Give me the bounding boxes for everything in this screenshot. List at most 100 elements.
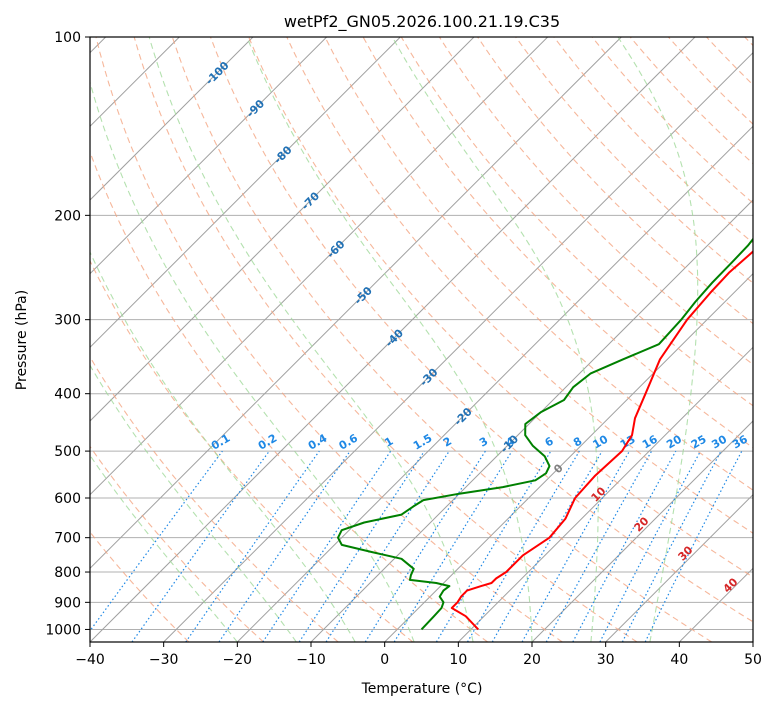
- mixing-ratio-line: [218, 450, 351, 642]
- isotherm-gridline: [90, 37, 622, 570]
- x-tick-label: −40: [75, 652, 105, 668]
- dry-adiabat: [400, 37, 753, 407]
- x-tick-label: −10: [296, 652, 326, 668]
- dry-adiabat: [324, 37, 753, 491]
- theta-label: 30: [676, 543, 696, 563]
- dry-adiabat: [95, 37, 563, 642]
- isotherm-gridline: [90, 37, 401, 349]
- theta-label: 20: [632, 514, 652, 534]
- y-tick-label: 200: [54, 208, 81, 224]
- mixing-ratio-line: [325, 450, 450, 642]
- isotherm-label: -80: [271, 143, 294, 166]
- dry-adiabat: [591, 37, 753, 204]
- dry-adiabat: [90, 259, 414, 642]
- temperature-profile-line: [450, 250, 753, 631]
- mixing-ratio-line: [131, 450, 270, 642]
- moist-adiabat: [617, 37, 699, 642]
- isotherm-gridline: [384, 272, 753, 642]
- dry-adiabat: [744, 37, 753, 47]
- isotherm-gridline: [457, 346, 753, 642]
- dry-adiabat: [90, 445, 264, 642]
- mixing-ratio-line: [90, 450, 223, 632]
- mixing-ratio-label: 25: [689, 433, 709, 452]
- mixing-ratio-line: [545, 450, 653, 642]
- dry-adiabat: [209, 37, 753, 623]
- x-tick-label: 0: [380, 652, 389, 668]
- dry-adiabat: [477, 37, 753, 325]
- series-layer: [337, 237, 753, 631]
- x-tick-label: −20: [223, 652, 253, 668]
- mixing-ratio-label: 30: [709, 432, 729, 451]
- y-tick-label: 700: [54, 531, 81, 547]
- isotherm-gridline: [531, 420, 753, 642]
- mixing-ratio-label: 20: [664, 432, 684, 451]
- dry-adiabat: [90, 150, 488, 642]
- mixing-ratio-line: [364, 450, 486, 642]
- mixing-ratio-label: 1.5: [411, 432, 434, 453]
- isotherm-label: -100: [203, 59, 232, 88]
- mixing-ratio-label: 0.2: [256, 432, 279, 453]
- mixing-ratio-line: [572, 450, 677, 642]
- grid-layer: 0.1 0.2 0.4 0.6 1 1.5 2 3 4 6 8 10 13 16 20 25 30 36-100-…: [90, 37, 753, 642]
- y-tick-label: 300: [54, 313, 81, 329]
- y-axis-ticks: 100 200 300 400 500 600 700 800 900 1000: [45, 30, 90, 638]
- isotherm-gridline: [163, 51, 753, 642]
- mixing-ratio-label: 8: [571, 435, 584, 450]
- mixing-ratio-label: 1: [382, 435, 395, 450]
- isotherm-gridline: [90, 37, 549, 496]
- mixing-ratio-label: 16: [640, 432, 660, 451]
- y-tick-label: 100: [54, 30, 81, 46]
- moist-adiabat: [148, 37, 474, 642]
- isotherm-gridline: [752, 641, 753, 642]
- mixing-ratio-label: 6: [543, 434, 556, 449]
- y-tick-label: 800: [54, 565, 81, 581]
- isotherm-gridline: [90, 37, 254, 201]
- x-axis-label: Temperature (°C): [361, 681, 483, 697]
- mixing-ratio-line: [393, 450, 513, 642]
- plot-frame: [89, 36, 754, 643]
- moist-adiabat: [90, 80, 415, 642]
- y-axis-label: Pressure (hPa): [14, 290, 30, 390]
- isotherm-gridline: [90, 37, 475, 422]
- mixing-ratio-label: 0.1: [209, 432, 232, 453]
- mixing-ratio-line: [521, 450, 631, 642]
- y-tick-label: 400: [54, 387, 81, 403]
- dry-adiabat: [248, 37, 753, 578]
- y-tick-label: 600: [54, 491, 81, 507]
- x-tick-label: 20: [523, 652, 541, 668]
- moist-adiabat: [90, 454, 238, 642]
- mixing-ratio-label: 36: [730, 432, 750, 451]
- chart-title: wetPf2_GN05.2026.100.21.19.C35: [284, 12, 560, 32]
- dry-adiabat: [133, 37, 638, 642]
- theta-label: 10: [589, 484, 609, 504]
- dry-adiabat: [90, 355, 339, 642]
- x-tick-label: 50: [744, 652, 762, 668]
- dry-adiabat: [515, 37, 753, 284]
- theta-label: 40: [721, 575, 741, 595]
- y-tick-label: 500: [54, 444, 81, 460]
- mixing-ratio-label: 3: [477, 435, 490, 450]
- mixing-ratio-line: [185, 450, 320, 642]
- dry-adiabat: [171, 37, 712, 642]
- isotherm-gridline: [236, 125, 753, 642]
- mixing-ratio-label: 0.4: [306, 431, 330, 452]
- y-tick-label: 1000: [45, 622, 81, 638]
- x-tick-label: 30: [597, 652, 615, 668]
- x-axis-ticks: −40 −30 −20 −10 0 10 20 30 40 50: [75, 642, 762, 668]
- isotherm-gridline: [90, 37, 696, 642]
- mixing-ratio-line: [262, 450, 392, 642]
- isotherm-gridline: [310, 199, 753, 642]
- mixing-ratio-line: [298, 450, 425, 642]
- moist-adiabat: [246, 37, 533, 642]
- mixing-ratio-label: 10: [591, 432, 611, 451]
- x-tick-label: 40: [670, 652, 688, 668]
- mixing-ratio-line: [466, 450, 580, 642]
- dry-adiabat: [362, 37, 753, 449]
- isotherm-gridline: [605, 493, 753, 642]
- isotherm-gridline: [90, 37, 328, 275]
- dry-adiabat: [706, 37, 753, 86]
- mixing-ratio-line: [491, 450, 603, 642]
- dewpoint-profile-line: [337, 237, 753, 631]
- isotherm-label: -90: [244, 97, 267, 120]
